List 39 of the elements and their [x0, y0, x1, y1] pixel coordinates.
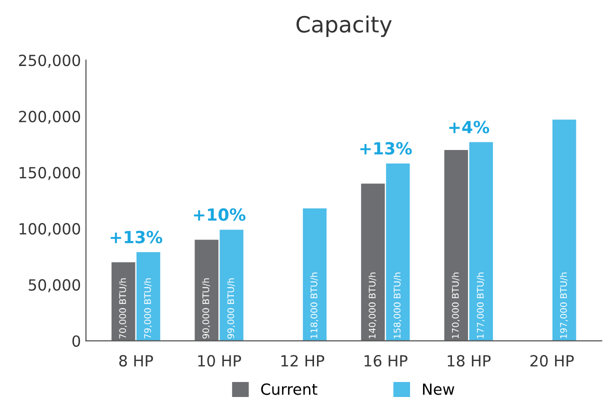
x-tick-label: 16 HP: [364, 355, 408, 367]
x-tick-label: 20 HP: [530, 355, 574, 367]
annotation: +13%: [110, 230, 162, 244]
x-tick-label: 8 HP: [119, 355, 153, 367]
data-label: 170,000 BTU/h: [452, 272, 460, 338]
data-label: 177,000 BTU/h: [476, 272, 485, 338]
y-tick-label: 50,000: [28, 279, 80, 292]
legend-label: New: [423, 384, 454, 395]
chart-title: Capacity: [296, 15, 392, 37]
annotation: +13%: [360, 142, 412, 155]
data-label: 118,000 BTU/h: [310, 272, 318, 338]
y-tick-label: 250,000: [19, 54, 80, 68]
bar: [194, 240, 218, 341]
bar: [469, 142, 493, 341]
x-tick-label: 12 HP: [281, 355, 324, 366]
y-tick-label: 100,000: [20, 223, 80, 236]
y-tick-label: 200,000: [19, 110, 80, 124]
y-tick-label: 0: [72, 335, 80, 347]
data-label: 90,000 BTU/h: [202, 278, 210, 339]
y-tick-label: 150,000: [20, 166, 80, 180]
data-label: 99,000 BTU/h: [227, 278, 236, 339]
bar: [220, 230, 244, 341]
data-label: 70,000 BTU/h: [119, 278, 127, 338]
bar: [386, 163, 410, 341]
bar: [112, 262, 136, 341]
data-label: 197,000 BTU/h: [560, 272, 568, 338]
legend-label: Current: [261, 383, 318, 395]
annotation: +10%: [194, 208, 246, 221]
bar: [361, 184, 385, 341]
x-tick-label: 10 HP: [198, 355, 242, 367]
bar: [136, 252, 160, 341]
x-tick-label: 18 HP: [448, 355, 491, 367]
bar: [552, 120, 576, 341]
bar: [444, 150, 468, 341]
data-label: 79,000 BTU/h: [144, 278, 152, 338]
bar: [302, 208, 327, 341]
data-label: 158,000 BTU/h: [394, 272, 402, 338]
annotation: +4%: [449, 120, 490, 134]
data-label: 140,000 BTU/h: [368, 272, 376, 338]
